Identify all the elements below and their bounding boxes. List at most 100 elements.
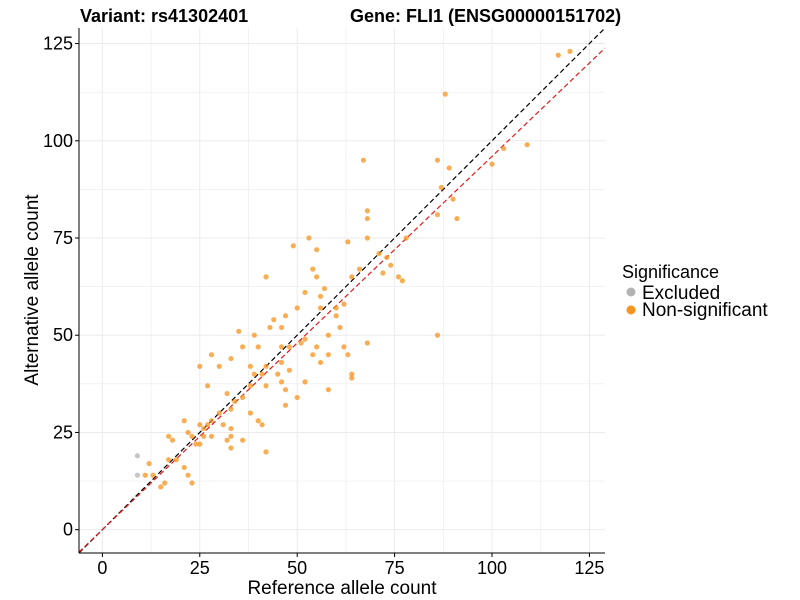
- data-point-non-significant: [228, 425, 234, 432]
- data-point-non-significant: [555, 52, 561, 58]
- data-point-non-significant: [282, 387, 289, 393]
- legend-key-non-significant: [626, 305, 636, 315]
- data-point-non-significant: [255, 418, 261, 424]
- data-point-non-significant: [181, 418, 187, 424]
- legend-label-non-significant: Non-significant: [642, 300, 768, 321]
- data-point-non-significant: [197, 422, 203, 428]
- data-point-non-significant: [251, 371, 257, 377]
- data-point-non-significant: [197, 363, 203, 369]
- data-point-non-significant: [349, 274, 355, 280]
- data-point-non-significant: [442, 91, 448, 97]
- data-point-non-significant: [181, 464, 187, 471]
- data-point-non-significant: [567, 48, 573, 54]
- data-point-non-significant: [341, 344, 347, 350]
- data-point-non-significant: [228, 433, 234, 439]
- chart-title-gene: Gene: FLI1 (ENSG00000151702): [350, 6, 621, 26]
- data-point-non-significant: [204, 383, 211, 389]
- y-tick-label: 125: [43, 34, 73, 54]
- data-point-non-significant: [434, 332, 441, 338]
- data-point-non-significant: [282, 402, 289, 408]
- data-point-non-significant: [524, 142, 530, 148]
- data-point-non-significant: [279, 344, 285, 350]
- data-point-non-significant: [454, 215, 460, 222]
- data-point-non-significant: [325, 387, 331, 393]
- x-tick-label: 100: [477, 558, 507, 578]
- data-point-non-significant: [333, 305, 339, 311]
- grid-lines: [79, 28, 605, 553]
- data-point-non-significant: [489, 161, 495, 167]
- data-point-non-significant: [302, 379, 308, 385]
- data-point-non-significant: [364, 215, 370, 222]
- data-point-non-significant: [255, 344, 261, 350]
- data-point-non-significant: [228, 445, 234, 451]
- data-point-non-significant: [169, 437, 176, 443]
- data-point-non-significant: [341, 301, 347, 307]
- data-point-non-significant: [263, 363, 269, 369]
- data-point-non-significant: [310, 352, 316, 358]
- data-point-non-significant: [279, 324, 285, 331]
- data-point-non-significant: [317, 359, 324, 366]
- data-point-non-significant: [302, 336, 308, 342]
- data-point-non-significant: [403, 235, 409, 241]
- data-point-non-significant: [240, 394, 246, 401]
- data-point-non-significant: [263, 449, 269, 455]
- data-point-non-significant: [228, 355, 234, 362]
- data-point-non-significant: [333, 313, 339, 319]
- data-point-non-significant: [314, 274, 320, 280]
- y-tick-label: 50: [53, 325, 73, 345]
- data-point-non-significant: [450, 196, 456, 202]
- data-point-non-significant: [263, 383, 269, 389]
- data-point-non-significant: [345, 239, 351, 245]
- data-point-non-significant: [142, 472, 148, 478]
- data-point-non-significant: [345, 352, 351, 358]
- data-point-non-significant: [247, 410, 254, 416]
- data-point-non-significant: [314, 344, 320, 350]
- data-point-non-significant: [259, 371, 265, 377]
- data-point-non-significant: [201, 425, 207, 432]
- data-point-non-significant: [259, 422, 265, 428]
- identity-line: [79, 28, 605, 553]
- x-tick-label: 50: [287, 558, 307, 578]
- data-point-non-significant: [173, 457, 180, 463]
- x-tick-label: 75: [385, 558, 405, 578]
- data-point-non-significant: [224, 390, 230, 397]
- data-point-non-significant: [216, 410, 222, 416]
- data-point-non-significant: [399, 278, 405, 284]
- data-point-non-significant: [228, 406, 234, 412]
- data-point-non-significant: [267, 324, 273, 331]
- data-point-non-significant: [317, 305, 324, 311]
- data-point-non-significant: [364, 235, 370, 241]
- data-point-non-significant: [306, 235, 312, 241]
- data-point-non-significant: [251, 332, 257, 338]
- data-point-non-significant: [384, 254, 390, 261]
- y-axis-label: Alternative allele count: [22, 194, 43, 386]
- data-point-non-significant: [166, 457, 172, 463]
- data-point-non-significant: [150, 472, 156, 478]
- x-tick-label: 0: [97, 558, 107, 578]
- data-point-non-significant: [236, 328, 242, 334]
- legend-label-excluded: Excluded: [642, 283, 720, 304]
- data-point-non-significant: [197, 441, 203, 447]
- data-point-non-significant: [388, 262, 394, 268]
- data-point-non-significant: [166, 433, 172, 439]
- data-point-non-significant: [325, 352, 331, 358]
- data-point-non-significant: [216, 363, 222, 369]
- data-point-non-significant: [364, 208, 370, 214]
- data-point-non-significant: [380, 270, 386, 276]
- legend-title: Significance: [622, 262, 719, 282]
- reference-lines: [79, 28, 605, 553]
- data-point-excluded: [134, 472, 141, 478]
- data-point-non-significant: [349, 371, 355, 377]
- y-tick-label: 100: [43, 131, 73, 151]
- data-point-non-significant: [434, 212, 441, 218]
- data-point-non-significant: [356, 266, 363, 272]
- data-point-non-significant: [208, 418, 215, 424]
- axes: [78, 28, 605, 554]
- data-point-non-significant: [279, 379, 285, 385]
- data-point-non-significant: [185, 429, 191, 436]
- data-point-non-significant: [290, 243, 296, 249]
- data-point-non-significant: [275, 371, 281, 377]
- x-axis-label: Reference allele count: [247, 578, 437, 599]
- data-point-non-significant: [193, 441, 199, 447]
